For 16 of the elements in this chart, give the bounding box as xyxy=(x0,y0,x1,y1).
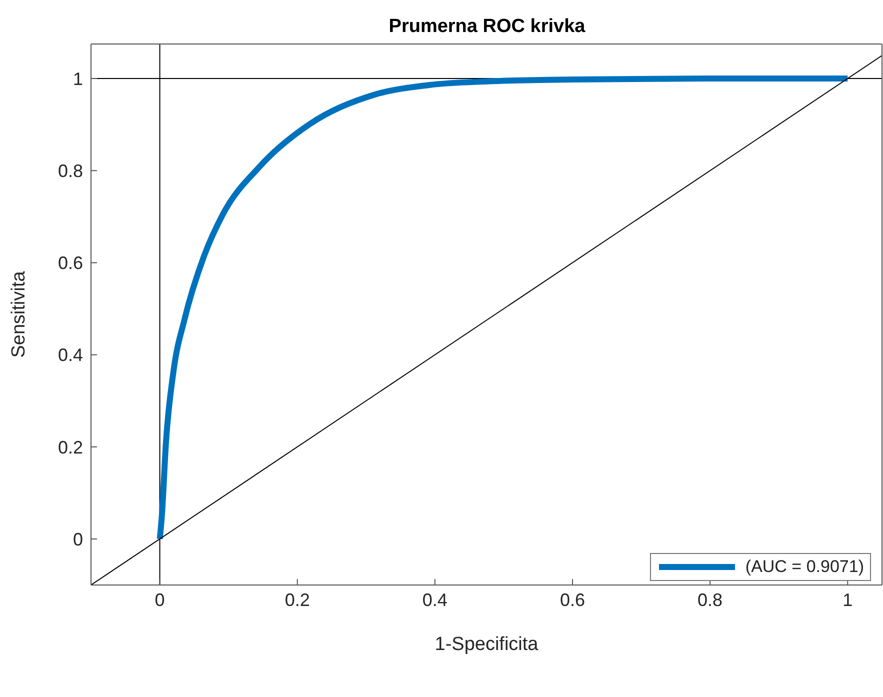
legend-label: (AUC = 0.9071) xyxy=(745,557,864,577)
x-axis-title: 1-Specificita xyxy=(434,634,539,655)
y-tick-label: 1 xyxy=(72,68,83,89)
y-tick-label: 0.4 xyxy=(58,345,83,366)
x-tick-label: 0.6 xyxy=(560,590,585,610)
chart-title: Prumerna ROC krivka xyxy=(388,16,586,38)
y-tick-label: 0.2 xyxy=(58,437,83,458)
x-tick-label: 0 xyxy=(154,590,165,610)
x-tick-label: 0.2 xyxy=(284,590,310,610)
x-tick-label: 0.8 xyxy=(698,590,723,610)
y-axis-title: Sensitivita xyxy=(8,270,30,358)
x-tick-label: 0.4 xyxy=(422,590,448,610)
y-tick-label: 0 xyxy=(72,529,83,550)
x-tick-label: 1 xyxy=(842,590,853,610)
y-tick-label: 0.6 xyxy=(58,253,83,274)
y-tick-label: 0.8 xyxy=(58,161,83,182)
